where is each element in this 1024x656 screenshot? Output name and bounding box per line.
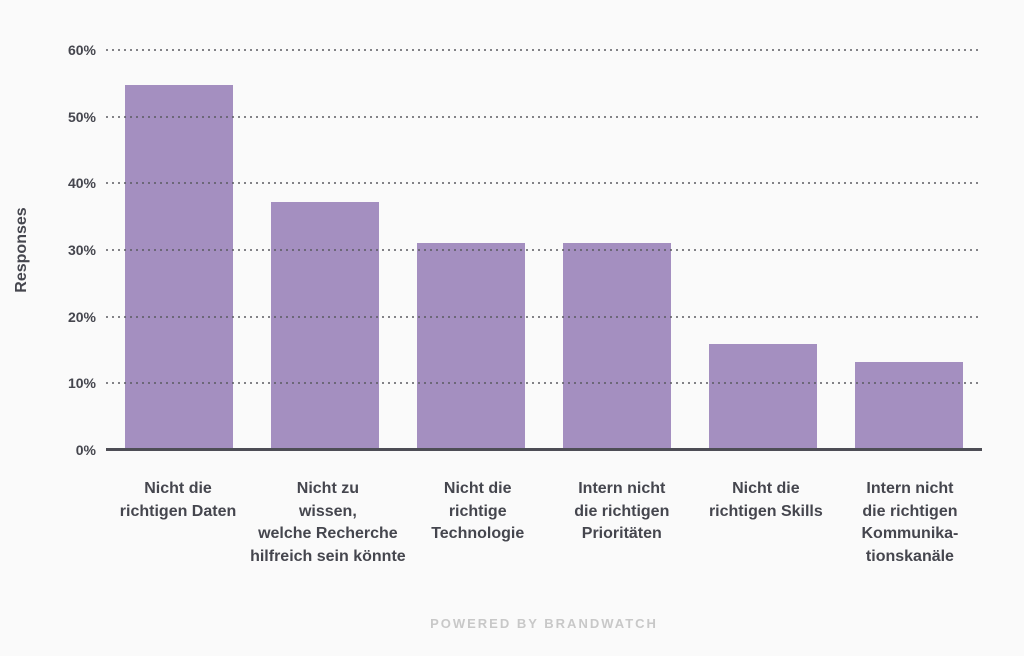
bar-slot bbox=[106, 50, 252, 450]
bar-series bbox=[106, 50, 982, 450]
x-category-label-5: Nicht die richtigen Skills bbox=[708, 480, 823, 520]
y-tick-label-50: 50% bbox=[67, 108, 96, 125]
x-axis-line bbox=[106, 448, 982, 451]
y-axis-ticks: 0% 10% 20% 30% 40% 50% 60% bbox=[0, 42, 96, 458]
y-tick-label-40: 40% bbox=[67, 175, 96, 192]
y-tick-label-30: 30% bbox=[67, 242, 96, 258]
y-tick-label-60: 60% bbox=[67, 42, 96, 58]
bar-slot bbox=[252, 50, 398, 450]
bar-slot bbox=[836, 50, 982, 450]
bar-6 bbox=[854, 362, 964, 450]
x-category-label-4: Intern nicht die richtigen Prioritäten bbox=[574, 480, 670, 542]
x-category-label-2: Nicht zu wissen, welche Recherche hilfre… bbox=[250, 480, 406, 565]
y-tick-label-10: 10% bbox=[67, 375, 96, 392]
x-category-label-6: Intern nicht die richtigen Kommunika- ti… bbox=[861, 480, 959, 565]
y-tick-label-20: 20% bbox=[67, 308, 96, 325]
x-category-label-3: Nicht die richtige Technologie bbox=[431, 480, 525, 542]
y-tick-label-0: 0% bbox=[75, 442, 96, 458]
bar-1 bbox=[124, 84, 234, 450]
bar-slot bbox=[690, 50, 836, 450]
bar-2 bbox=[270, 202, 380, 450]
bar-slot bbox=[544, 50, 690, 450]
x-category-label-1: Nicht die richtigen Daten bbox=[119, 480, 237, 520]
bar-slot bbox=[398, 50, 544, 450]
bar-4 bbox=[562, 243, 672, 450]
plot-area bbox=[106, 49, 982, 451]
powered-by-brandwatch-label: POWERED BY BRANDWATCH bbox=[430, 616, 658, 631]
bar-3 bbox=[416, 243, 526, 450]
x-axis-labels: Nicht die richtigen Daten Nicht zu wissen… bbox=[106, 478, 982, 568]
bar-5 bbox=[708, 344, 818, 450]
